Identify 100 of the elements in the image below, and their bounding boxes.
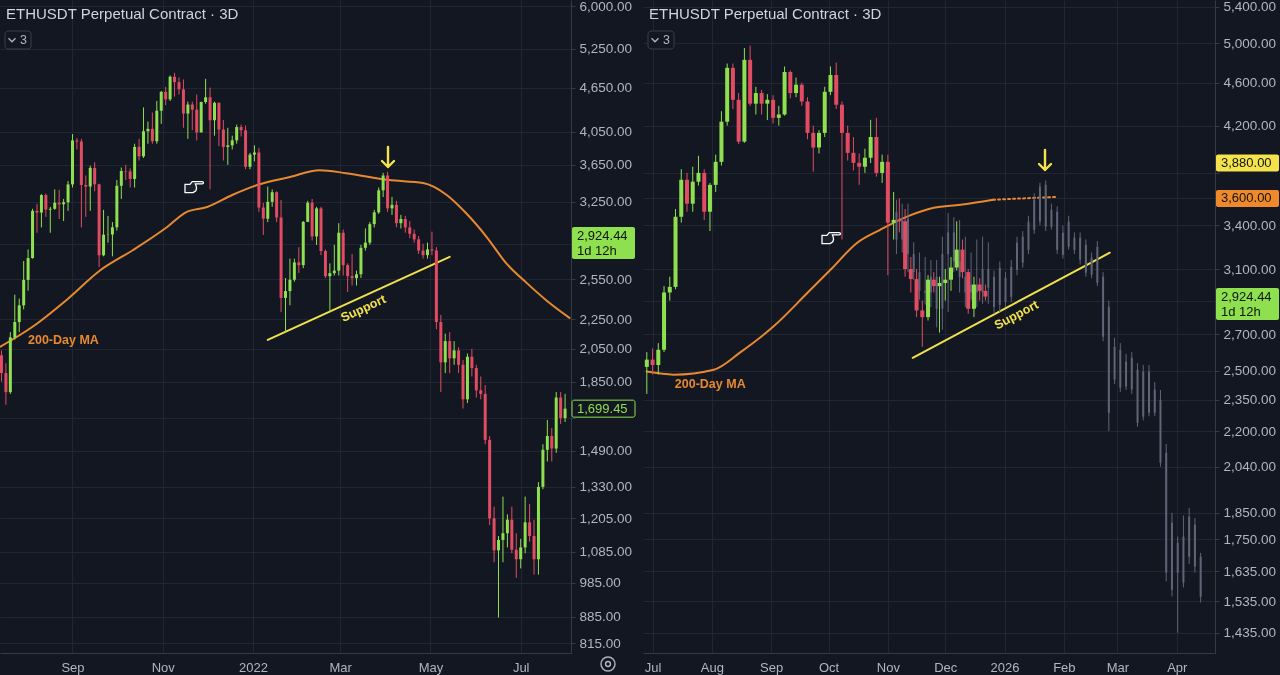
candlestick [987, 241, 990, 305]
y-tick-label: 2,700.00 [1223, 326, 1277, 342]
candlestick [563, 393, 567, 423]
candlestick [656, 342, 661, 375]
candlestick [226, 127, 230, 166]
candlestick [696, 155, 701, 186]
text: 3,880.00 [1221, 155, 1272, 171]
y-tick-label: 5,400.00 [1223, 0, 1277, 15]
x-tick-label: Mar [329, 659, 353, 675]
candlestick [390, 196, 394, 216]
y-tick-label: 6,000.00 [579, 0, 633, 14]
x-tick-label: Nov [876, 659, 901, 675]
x-tick-label: Jul [644, 659, 662, 675]
candlestick [284, 277, 287, 333]
candlestick [514, 532, 518, 579]
candlestick [470, 348, 474, 377]
y-tick-label: 1,330.00 [579, 479, 633, 495]
y-tick-label: 1,850.00 [1223, 505, 1277, 521]
y-tick-label: 2,350.00 [1223, 392, 1277, 408]
candlestick [93, 161, 97, 192]
y-tick-label: 4,650.00 [579, 80, 633, 96]
y-tick-label: 885.00 [579, 609, 621, 625]
y-tick-label: 2,050.00 [579, 341, 633, 357]
candlestick [857, 152, 862, 186]
x-tick-label: Oct [818, 659, 840, 675]
y-tick-label: 4,050.00 [579, 124, 633, 140]
candlestick [62, 198, 66, 222]
candlestick [845, 125, 850, 162]
candlestick [685, 172, 689, 213]
candlestick [190, 101, 194, 131]
candlestick [794, 77, 799, 98]
candlestick [266, 186, 270, 223]
candlestick [39, 193, 43, 228]
candlestick [650, 348, 655, 375]
candlestick [168, 75, 172, 102]
candlestick [195, 94, 199, 141]
y-tick-label: 1,535.00 [1223, 593, 1277, 609]
x-tick-label: Sep [61, 659, 85, 675]
candlestick [328, 262, 332, 313]
candlestick [505, 513, 509, 548]
candlestick [759, 89, 764, 116]
candlestick [929, 259, 932, 308]
y-tick-label: 2,250.00 [579, 311, 633, 327]
y-tick-label: 2,200.00 [1223, 423, 1277, 439]
y-tick-label: 1,635.00 [1223, 563, 1277, 579]
candlestick [947, 212, 950, 313]
candlestick [35, 203, 39, 234]
candlestick [771, 94, 776, 124]
candlestick [350, 253, 354, 287]
candlestick [119, 166, 123, 200]
y-tick-label: 4,200.00 [1223, 118, 1277, 134]
candlestick [261, 202, 265, 236]
y-tick-label: 1,435.00 [1223, 625, 1277, 641]
x-tick-label: Jul [512, 659, 530, 675]
series-label: 200-Day MA [674, 377, 746, 392]
candlestick [964, 236, 967, 308]
x-tick-label: Dec [934, 659, 958, 675]
annotation: 3 [663, 33, 670, 47]
candlestick [102, 209, 106, 257]
candlestick [862, 148, 867, 174]
candlestick [550, 427, 554, 463]
x-tick-label: Aug [700, 659, 724, 675]
candlestick [381, 172, 385, 198]
candlestick [1153, 381, 1156, 417]
y-tick-label: 5,250.00 [579, 41, 633, 57]
candlestick [851, 136, 856, 171]
candlestick [399, 214, 403, 229]
candlestick [26, 248, 30, 292]
y-tick-label: 1,850.00 [579, 374, 633, 390]
candlestick [110, 221, 114, 257]
candlestick [497, 535, 501, 618]
candlestick [443, 333, 447, 374]
candlestick [765, 93, 770, 121]
y-tick-label: 3,400.00 [1223, 217, 1277, 233]
y-tick-label: 1,205.00 [579, 510, 633, 526]
candlestick [235, 124, 239, 145]
candlestick [177, 76, 181, 96]
x-tick-label: May [418, 659, 444, 675]
line-series [0, 169, 571, 348]
y-tick-label: 2,550.00 [579, 271, 633, 287]
candlestick [106, 215, 110, 244]
candlestick [292, 258, 296, 283]
candlestick [868, 119, 873, 164]
y-tick-label: 2,040.00 [1223, 459, 1277, 475]
candlestick [880, 154, 885, 184]
candlestick [817, 129, 821, 154]
candlestick [452, 340, 456, 366]
candlestick [519, 538, 523, 569]
candlestick [186, 101, 190, 140]
candlestick [1090, 252, 1093, 279]
candlestick [88, 165, 92, 212]
y-tick-label: 2,500.00 [1223, 363, 1277, 379]
candlestick [66, 180, 70, 212]
candlestick [212, 101, 216, 137]
candlestick [949, 256, 953, 292]
candlestick [239, 124, 243, 137]
candlestick [828, 66, 833, 96]
x-tick-label: Mar [1106, 659, 1130, 675]
candlestick [17, 298, 21, 333]
candlestick [159, 90, 163, 125]
